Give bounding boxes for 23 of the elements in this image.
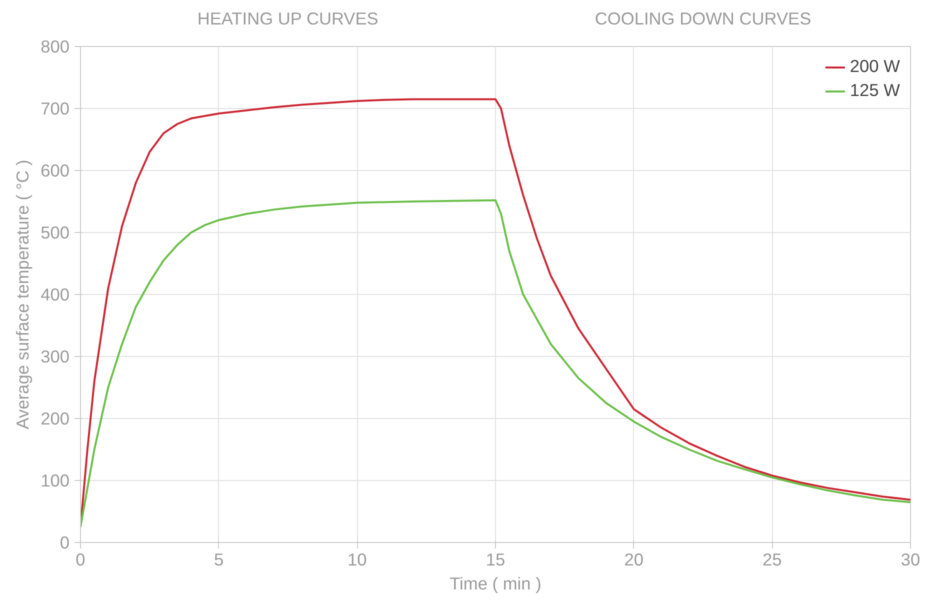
x-tick-label: 20 [624,550,644,570]
y-tick-label: 800 [40,36,70,56]
x-tick-label: 0 [76,550,86,570]
x-tick-label: 15 [486,550,506,570]
x-axis-title: Time ( min ) [450,574,542,594]
y-tick-label: 300 [40,346,70,366]
y-tick-label: 400 [40,284,70,304]
legend-label: 125 W [850,80,900,101]
x-tick-label: 25 [762,550,782,570]
y-tick-label: 0 [60,532,70,552]
text: HEATING UP CURVES [197,8,378,28]
x-tick-label: 10 [348,550,367,570]
x-tick-label: 5 [214,550,224,570]
text: COOLING DOWN CURVES [594,8,812,28]
line-series [80,199,910,528]
y-tick-label: 200 [40,408,70,428]
y-tick-label: 600 [40,160,70,180]
x-tick-label: 30 [900,550,920,570]
y-tick-label: 500 [40,222,70,242]
y-tick-label: 100 [40,470,70,490]
y-axis-title: Average surface temperature ( °C ) [12,160,33,430]
y-tick-label: 700 [40,98,70,118]
legend-label: 200 W [850,56,900,77]
